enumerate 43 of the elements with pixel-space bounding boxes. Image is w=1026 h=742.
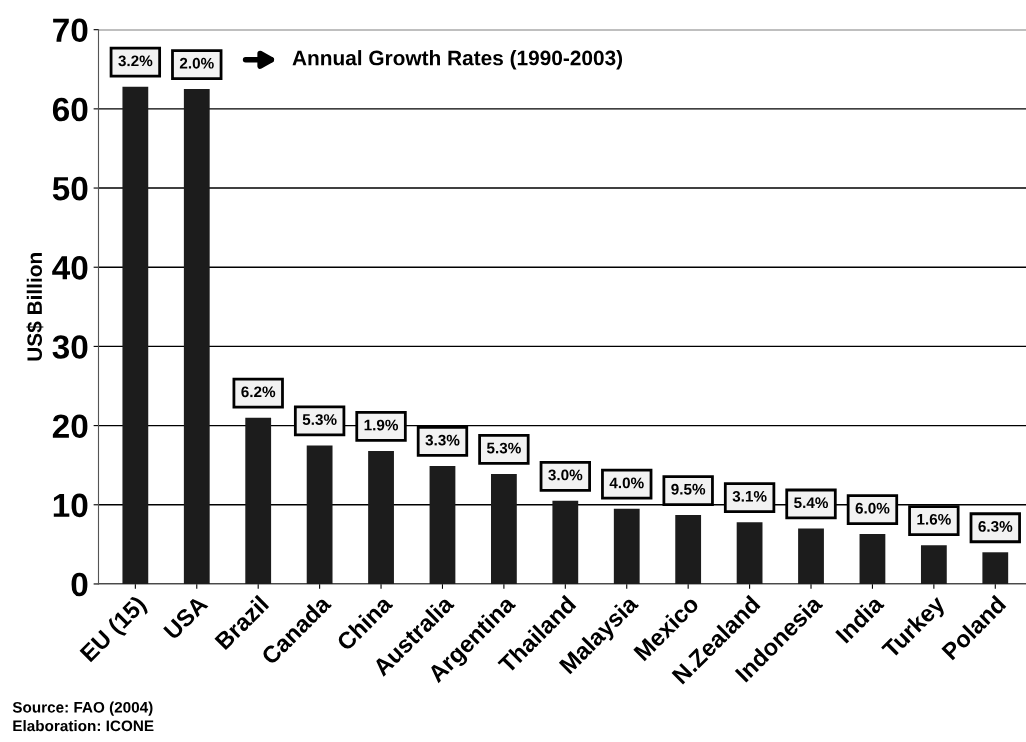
bar	[798, 528, 824, 584]
bar	[675, 515, 702, 584]
annotation: 5.3%	[302, 414, 337, 425]
annotation: 5.3%	[486, 442, 521, 454]
annotation: 2.0%	[179, 57, 214, 69]
annotation: 6.0%	[855, 502, 890, 514]
annotation: Annual Growth Rates (1990-2003)	[292, 50, 623, 70]
bar	[491, 473, 517, 584]
y-tick-label: 50	[52, 176, 88, 201]
bar	[183, 89, 210, 584]
x-tick-label: USA	[162, 594, 209, 641]
bar	[368, 450, 394, 584]
annotation: 6.3%	[978, 521, 1013, 532]
annotation: 9.5%	[671, 483, 706, 495]
bar	[920, 545, 947, 584]
bar	[859, 534, 886, 584]
annotation: 3.2%	[118, 55, 153, 67]
source-note: Source: FAO (2004)	[12, 701, 153, 716]
y-tick-label: 30	[52, 335, 88, 359]
y-tick-label: 10	[53, 493, 88, 518]
bar	[245, 417, 272, 584]
bar	[982, 552, 1009, 584]
annotation: 3.0%	[548, 469, 583, 481]
annotation: 5.4%	[794, 497, 829, 509]
bar	[306, 445, 333, 584]
annotation: 6.2%	[241, 386, 276, 398]
bar	[736, 522, 763, 584]
y-tick-label: 60	[52, 97, 88, 122]
annotation: 1.6%	[917, 513, 951, 525]
bar	[429, 465, 456, 584]
y-tick-label: 40	[52, 256, 88, 280]
annotation: 3.3%	[425, 434, 460, 446]
annotation: 1.9%	[364, 419, 399, 431]
y-tick-label: 0	[71, 572, 88, 597]
bar	[122, 86, 149, 584]
text: Elaboration: ICONE	[13, 720, 154, 732]
y-tick-label: 20	[52, 414, 88, 438]
annotation: 4.0%	[609, 477, 644, 489]
bar	[613, 508, 640, 584]
y-axis-title: US$ Billion	[26, 253, 44, 361]
bar	[552, 500, 579, 584]
annotation: 3.1%	[732, 490, 767, 502]
y-tick-label: 70	[53, 18, 88, 43]
